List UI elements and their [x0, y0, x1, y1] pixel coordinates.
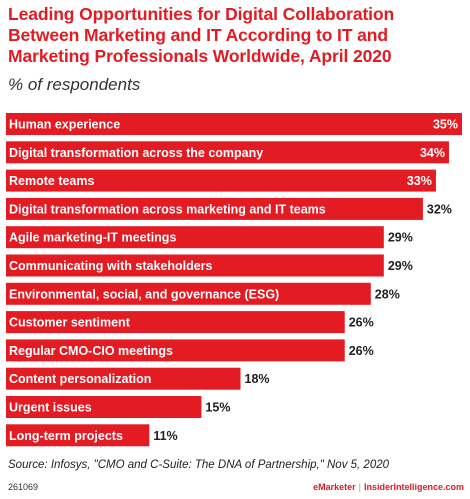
category-label-8: Customer sentiment [9, 316, 131, 330]
category-label-9: Regular CMO-CIO meetings [9, 344, 173, 358]
category-label-4: Digital transformation across marketing … [9, 202, 326, 216]
value-label-9: 26% [349, 344, 374, 358]
bar-3 [6, 169, 436, 192]
value-label-8: 26% [349, 316, 374, 330]
bar-7 [6, 282, 371, 305]
category-label-10: Content personalization [9, 372, 151, 386]
category-label-11: Urgent issues [9, 401, 92, 415]
category-label-2: Digital transformation across the compan… [9, 146, 263, 160]
bar-1 [6, 113, 462, 135]
bar-chart: Human experience 35% Digital transformatio… [6, 113, 462, 447]
brand-separator: | [358, 482, 361, 492]
bar-4 [6, 197, 423, 220]
value-label-12: 11% [153, 429, 177, 443]
bar-8 [6, 311, 345, 334]
bar-6 [6, 254, 384, 277]
category-label-6: Communicating with stakeholders [9, 259, 213, 273]
category-label-3: Remote teams [9, 174, 94, 188]
value-label-6: 29% [388, 259, 413, 273]
value-label-7: 28% [375, 287, 400, 301]
value-label-1: 35% [433, 118, 458, 132]
bar-10 [6, 367, 241, 390]
brand: eMarketer | InsiderIntelligence.com [313, 482, 464, 492]
value-label-11: 15% [205, 401, 230, 415]
value-label-2: 34% [420, 146, 445, 160]
brand-emarketer: eMarketer [313, 482, 356, 492]
value-label-5: 29% [388, 231, 413, 245]
category-label-5: Agile marketing-IT meetings [9, 231, 176, 245]
chart-title: Leading Opportunities for Digital Collab… [8, 4, 395, 66]
bar-12 [6, 424, 150, 447]
category-label-1: Human experience [9, 118, 120, 132]
chart-id: 261069 [8, 482, 39, 492]
bar-9 [6, 339, 345, 362]
brand-insider-intelligence: InsiderIntelligence.com [363, 482, 464, 492]
source-note: Source: Infosys, "CMO and C-Suite: The D… [8, 459, 390, 471]
bar-2 [6, 141, 449, 164]
category-label-12: Long-term projects [9, 429, 123, 443]
chart-subtitle: % of respondents [8, 75, 141, 94]
category-label-7: Environmental, social, and governance (E… [9, 287, 279, 301]
bar-11 [6, 396, 202, 418]
value-label-10: 18% [245, 372, 270, 386]
value-label-4: 32% [427, 202, 452, 216]
bar-5 [6, 226, 384, 249]
value-label-3: 33% [407, 174, 432, 188]
